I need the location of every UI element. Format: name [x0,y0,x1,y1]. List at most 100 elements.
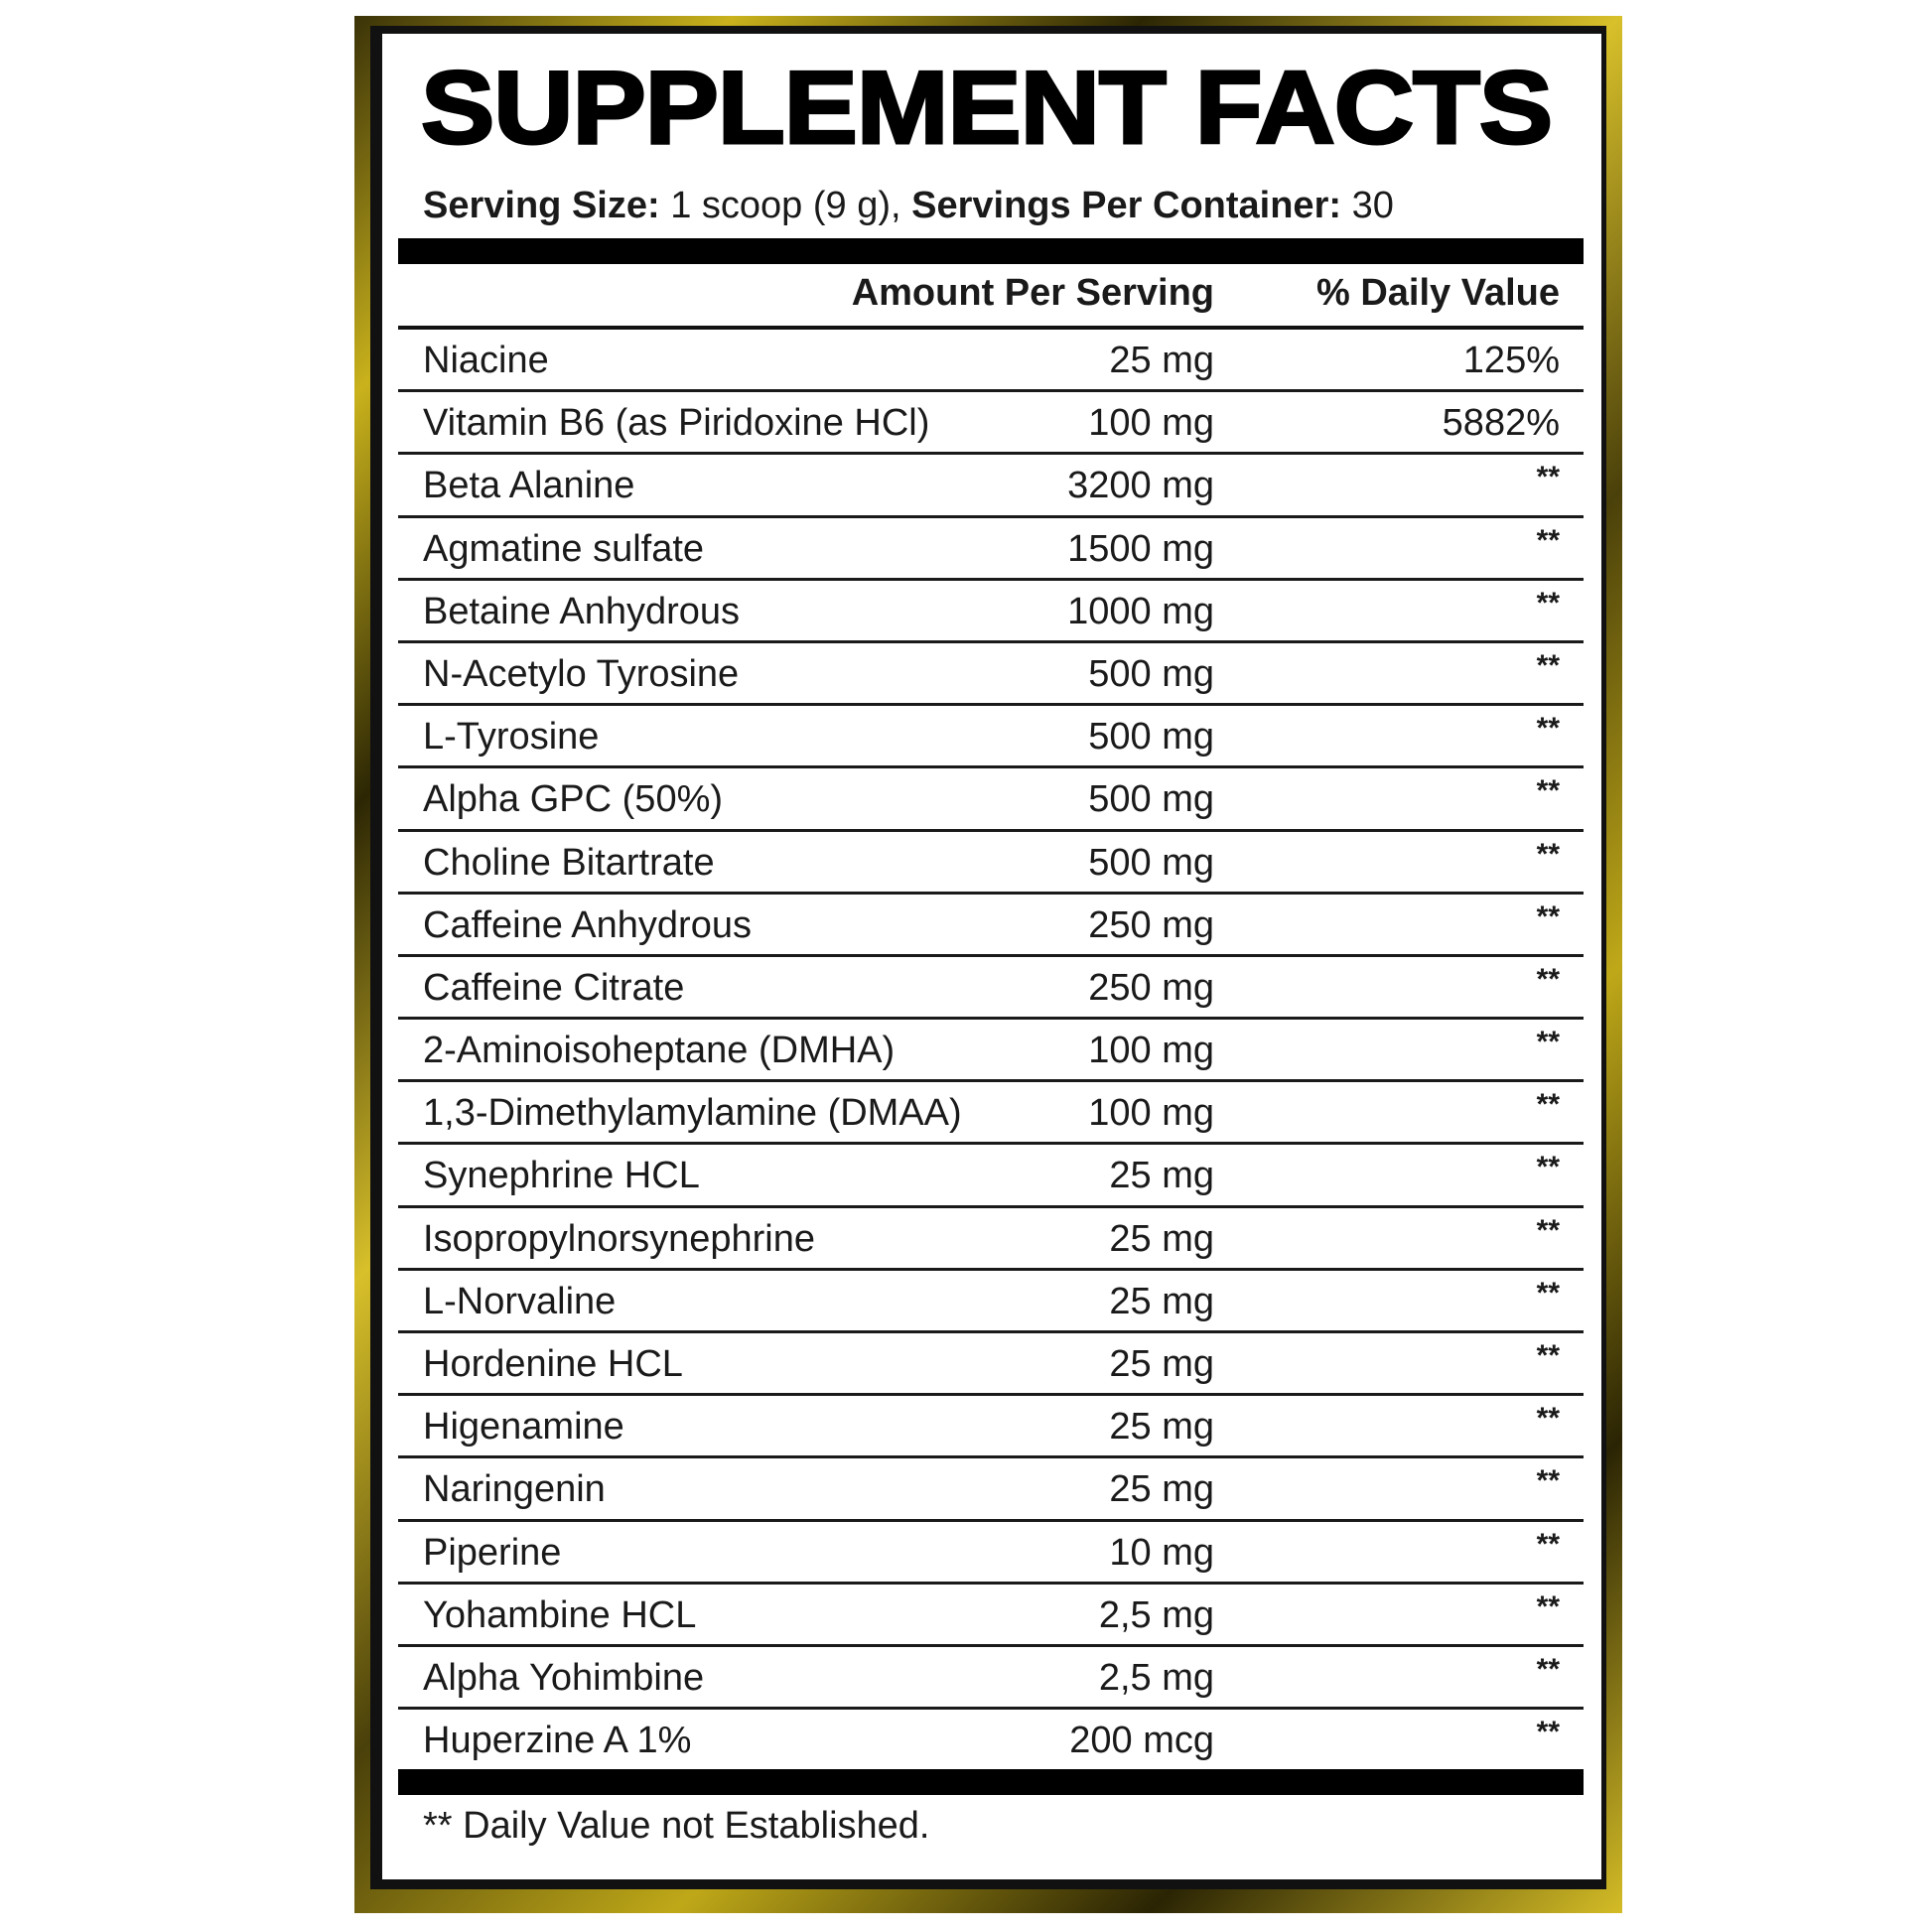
ingredient-daily-value: ** [1536,1527,1560,1561]
table-row: Agmatine sulfate 1500 mg ** [398,518,1584,581]
ingredient-amount: 100 mg [1088,1092,1214,1135]
ingredient-daily-value: ** [1536,1213,1560,1247]
label-title: SUPPLEMENT FACTS [419,50,1554,168]
table-row: L-Norvaline 25 mg ** [398,1271,1584,1333]
ingredient-amount: 1500 mg [1067,527,1214,570]
ingredient-amount: 100 mg [1088,402,1214,445]
table-row: Betaine Anhydrous 1000 mg ** [398,581,1584,643]
ingredient-daily-value: ** [1536,1026,1560,1059]
top-thick-divider [398,238,1584,264]
table-row: Vitamin B6 (as Piridoxine HCl) 100 mg 5882… [398,392,1584,456]
ingredient-daily-value: ** [1536,1088,1560,1122]
ingredient-amount: 500 mg [1088,652,1214,695]
table-row: 2-Aminoisoheptane (DMHA) 100 mg ** [398,1020,1584,1083]
ingredient-name: Betaine Anhydrous [423,590,741,632]
ingredient-name: Huperzine A 1% [423,1720,692,1762]
ingredient-amount: 25 mg [1109,1468,1214,1511]
ingredient-amount: 100 mg [1088,1030,1214,1072]
ingredient-daily-value: ** [1536,1339,1560,1372]
header-amount-per-serving: Amount Per Serving [851,272,1214,314]
ingredient-name: Choline Bitartrate [423,841,715,884]
ingredient-daily-value: ** [1536,1716,1560,1749]
ingredient-daily-value: ** [1536,712,1560,746]
serving-size-value: 1 scoop (9 g), [670,185,901,226]
table-row: Caffeine Anhydrous 250 mg ** [398,895,1584,957]
ingredient-name: Piperine [423,1531,562,1574]
bottom-thick-divider [398,1769,1584,1795]
table-row: Huperzine A 1% 200 mcg ** [398,1710,1584,1772]
table-row: Beta Alanine 3200 mg ** [398,455,1584,518]
ingredient-table: Niacine 25 mg 125% Vitamin B6 (as Piridoxin… [398,330,1584,1772]
ingredient-daily-value: ** [1536,899,1560,933]
ingredient-amount: 25 mg [1109,1406,1214,1449]
ingredient-name: Agmatine sulfate [423,527,705,570]
table-row: Caffeine Citrate 250 mg ** [398,957,1584,1021]
table-row: Hordenine HCL 25 mg ** [398,1333,1584,1397]
table-row: Synephrine HCL 25 mg ** [398,1145,1584,1208]
ingredient-amount: 250 mg [1088,966,1214,1009]
ingredient-name: Synephrine HCL [423,1155,700,1197]
ingredient-amount: 500 mg [1088,778,1214,821]
footnote: ** Daily Value not Established. [423,1805,930,1847]
ingredient-amount: 250 mg [1088,903,1214,946]
ingredient-daily-value: ** [1536,648,1560,682]
ingredient-daily-value: ** [1536,523,1560,557]
ingredient-amount: 25 mg [1109,340,1214,381]
table-row: Alpha Yohimbine 2,5 mg ** [398,1647,1584,1711]
ingredient-daily-value: ** [1536,586,1560,620]
ingredient-name: Yohambine HCL [423,1593,697,1636]
ingredient-daily-value: ** [1536,837,1560,871]
ingredient-daily-value: ** [1536,461,1560,494]
ingredient-amount: 25 mg [1109,1217,1214,1260]
header-daily-value: % Daily Value [1315,272,1560,314]
ingredient-amount: 25 mg [1109,1155,1214,1197]
ingredient-name: Niacine [423,340,549,381]
servings-per-container-label: Servings Per Container: [911,185,1342,226]
ingredient-amount: 25 mg [1109,1280,1214,1322]
ingredient-name: N-Acetylo Tyrosine [423,652,740,695]
ingredient-name: Caffeine Citrate [423,966,685,1009]
ingredient-amount: 2,5 mg [1098,1593,1214,1636]
ingredient-amount: 1000 mg [1067,590,1214,632]
table-row: Yohambine HCL 2,5 mg ** [398,1585,1584,1647]
ingredient-name: Higenamine [423,1406,624,1449]
ingredient-name: Vitamin B6 (as Piridoxine HCl) [423,402,930,445]
header-divider [398,326,1584,330]
ingredient-name: L-Norvaline [423,1280,617,1322]
table-row: Higenamine 25 mg ** [398,1396,1584,1459]
ingredient-name: 1,3-Dimethylamylamine (DMAA) [423,1092,962,1135]
table-row: Niacine 25 mg 125% [398,330,1584,393]
ingredient-daily-value: 125% [1462,340,1560,381]
ingredient-daily-value: ** [1536,1464,1560,1498]
ingredient-daily-value: ** [1536,1151,1560,1184]
table-row: Piperine 10 mg ** [398,1522,1584,1585]
ingredient-daily-value: ** [1536,1402,1560,1436]
ingredient-amount: 10 mg [1109,1531,1214,1574]
ingredient-amount: 500 mg [1088,716,1214,759]
ingredient-amount: 25 mg [1109,1343,1214,1385]
table-row: 1,3-Dimethylamylamine (DMAA) 100 mg ** [398,1082,1584,1146]
ingredient-amount: 200 mcg [1069,1720,1214,1762]
ingredient-daily-value: ** [1536,1589,1560,1623]
ingredient-name: Alpha GPC (50%) [423,778,724,821]
serving-size-label: Serving Size: [423,185,660,226]
table-row: Choline Bitartrate 500 mg ** [398,832,1584,895]
ingredient-daily-value: ** [1536,774,1560,808]
ingredient-amount: 3200 mg [1067,465,1214,507]
ingredient-daily-value: ** [1536,962,1560,996]
ingredient-daily-value: ** [1536,1652,1560,1686]
serving-info: Serving Size: 1 scoop (9 g), Servings Pe… [423,185,1394,227]
ingredient-name: Beta Alanine [423,465,635,507]
ingredient-name: Naringenin [423,1468,606,1511]
table-row: Alpha GPC (50%) 500 mg ** [398,768,1584,832]
ingredient-name: L-Tyrosine [423,716,600,759]
ingredient-amount: 500 mg [1088,841,1214,884]
ingredient-name: Caffeine Anhydrous [423,903,752,946]
ingredient-name: Isopropylnorsynephrine [423,1217,816,1260]
servings-per-container-value: 30 [1351,185,1394,226]
ingredient-daily-value: 5882% [1442,402,1560,445]
ingredient-name: Alpha Yohimbine [423,1656,705,1699]
table-row: Naringenin 25 mg ** [398,1458,1584,1522]
table-row: L-Tyrosine 500 mg ** [398,706,1584,769]
table-row: Isopropylnorsynephrine 25 mg ** [398,1208,1584,1271]
